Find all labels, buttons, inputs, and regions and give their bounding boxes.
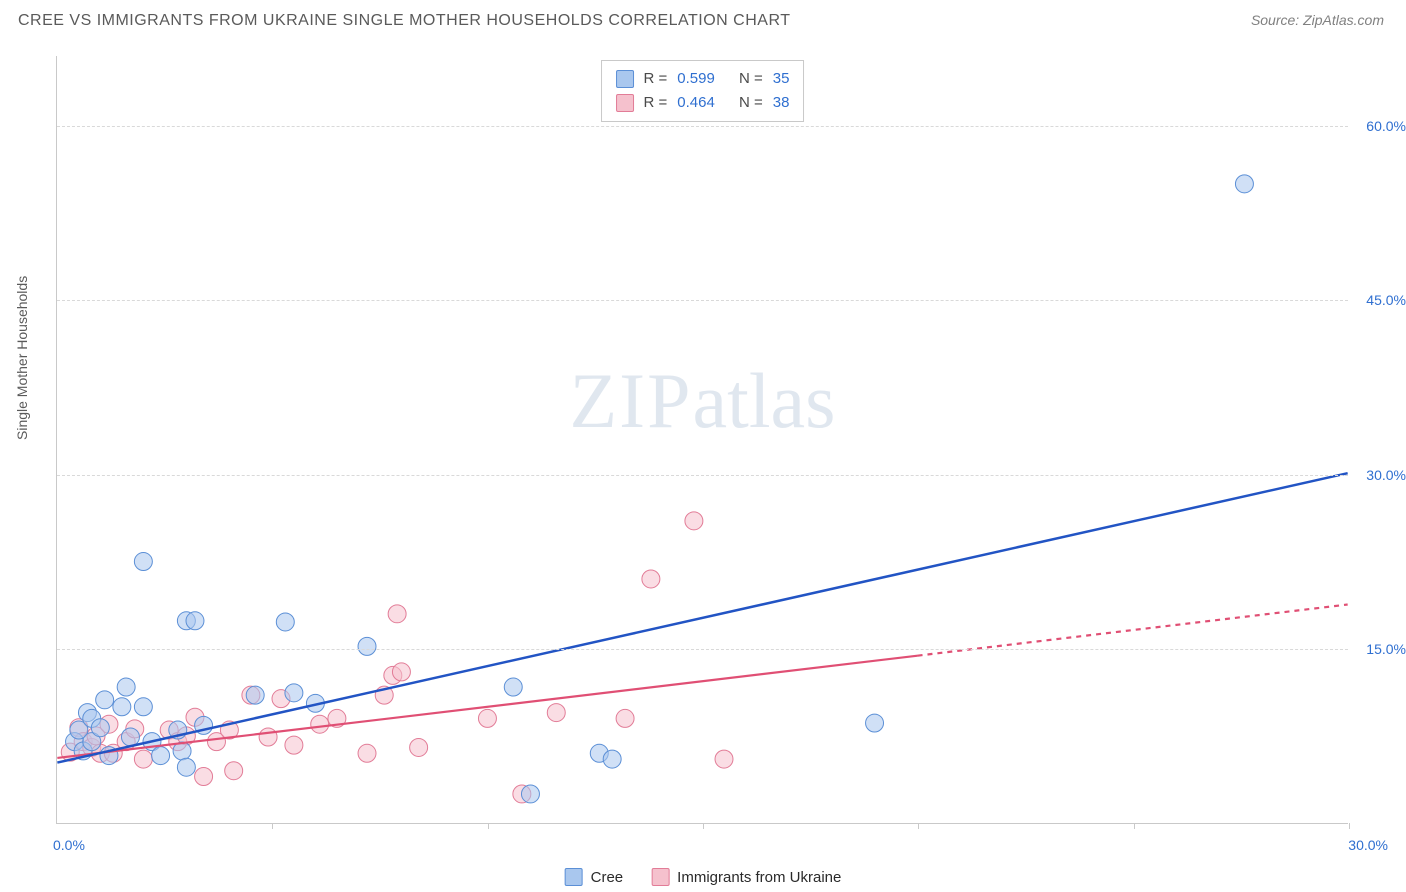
data-point (225, 762, 243, 780)
chart-title: CREE VS IMMIGRANTS FROM UKRAINE SINGLE M… (18, 12, 791, 30)
data-point (410, 738, 428, 756)
xtick (703, 823, 704, 829)
data-point (521, 785, 539, 803)
data-point (504, 678, 522, 696)
swatch-blue-icon (565, 868, 583, 886)
xtick (1134, 823, 1135, 829)
source-label: Source: ZipAtlas.com (1251, 12, 1384, 28)
xtick (918, 823, 919, 829)
legend-item-cree: Cree (565, 868, 624, 886)
header: CREE VS IMMIGRANTS FROM UKRAINE SINGLE M… (0, 0, 1406, 36)
data-point (117, 678, 135, 696)
data-point (186, 612, 204, 630)
data-point (715, 750, 733, 768)
data-point (177, 758, 195, 776)
data-point (358, 637, 376, 655)
swatch-pink-icon (616, 94, 634, 112)
ytick-label: 30.0% (1354, 467, 1406, 483)
stats-box: R = 0.599 N = 35 R = 0.464 N = 38 (601, 60, 805, 122)
data-point (91, 719, 109, 737)
stats-row-blue: R = 0.599 N = 35 (616, 67, 790, 91)
data-point (866, 714, 884, 732)
chart-area: ZIPatlas R = 0.599 N = 35 R = 0.464 N = … (56, 56, 1348, 824)
xtick (272, 823, 273, 829)
data-point (685, 512, 703, 530)
data-point (259, 728, 277, 746)
ytick-label: 45.0% (1354, 292, 1406, 308)
data-point (152, 747, 170, 765)
gridline (57, 649, 1348, 650)
data-point (388, 605, 406, 623)
ytick-label: 60.0% (1354, 118, 1406, 134)
data-point (134, 698, 152, 716)
regression-line (918, 605, 1348, 656)
gridline (57, 475, 1348, 476)
xtick (1349, 823, 1350, 829)
legend-item-ukraine: Immigrants from Ukraine (651, 868, 841, 886)
data-point (616, 709, 634, 727)
data-point (358, 744, 376, 762)
plot-svg (57, 56, 1348, 823)
data-point (134, 553, 152, 571)
data-point (276, 613, 294, 631)
swatch-blue-icon (616, 70, 634, 88)
data-point (311, 715, 329, 733)
data-point (121, 728, 139, 746)
data-point (478, 709, 496, 727)
xtick-label-left: 0.0% (53, 837, 85, 853)
stats-row-pink: R = 0.464 N = 38 (616, 91, 790, 115)
data-point (246, 686, 264, 704)
y-axis-label: Single Mother Households (14, 276, 30, 440)
regression-line (57, 656, 917, 758)
xtick-label-right: 30.0% (1348, 837, 1388, 853)
data-point (285, 684, 303, 702)
data-point (603, 750, 621, 768)
swatch-pink-icon (651, 868, 669, 886)
data-point (392, 663, 410, 681)
data-point (96, 691, 114, 709)
data-point (285, 736, 303, 754)
xtick (488, 823, 489, 829)
gridline (57, 300, 1348, 301)
data-point (134, 750, 152, 768)
regression-line (57, 473, 1347, 762)
data-point (195, 768, 213, 786)
data-point (1235, 175, 1253, 193)
data-point (113, 698, 131, 716)
data-point (642, 570, 660, 588)
ytick-label: 15.0% (1354, 641, 1406, 657)
gridline (57, 126, 1348, 127)
bottom-legend: Cree Immigrants from Ukraine (565, 868, 842, 886)
data-point (547, 704, 565, 722)
